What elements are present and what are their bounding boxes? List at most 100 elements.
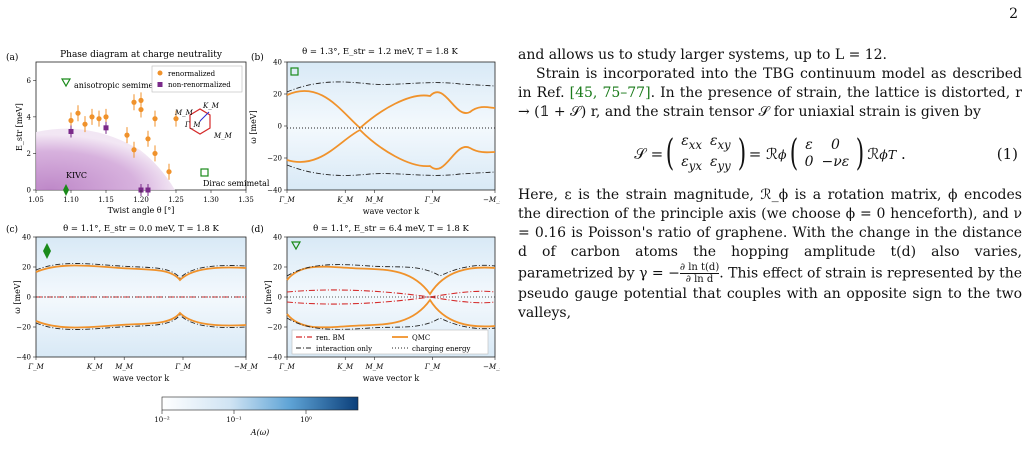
- point-nonrenormalized: [145, 187, 151, 193]
- point-renormalized: [152, 150, 158, 157]
- eq-matrix-strain: (εxx εxy εyx εyy): [666, 133, 746, 174]
- paragraph-3a: Here, ε is the strain magnitude, ℛ_ϕ is …: [518, 187, 1022, 282]
- tick-label: 1.35: [238, 196, 254, 204]
- tick-label: −40: [267, 187, 282, 195]
- body-text: and allows us to study larger systems, u…: [518, 46, 1022, 323]
- point-renormalized: [124, 132, 130, 138]
- tick-label: −20: [267, 324, 282, 332]
- panel-c-interaction-lower: [35, 314, 247, 330]
- panel-c-label: (c): [6, 224, 18, 235]
- gamma-fraction: ∂ ln t(d) ∂ ln d: [679, 262, 720, 285]
- citation-link[interactable]: [45, 75–77]: [569, 85, 651, 101]
- point-renormalized: [173, 116, 179, 122]
- tick-label: −40: [267, 354, 282, 362]
- panel-c-upper-band: [35, 264, 247, 282]
- tick-label: Γ_M: [278, 196, 295, 204]
- panel-d-label: (d): [251, 224, 264, 235]
- point-renormalized: [103, 114, 109, 120]
- legend-renbm: ren. BM: [316, 334, 345, 342]
- dirac-marker: [200, 168, 209, 177]
- gamma-frac-num: ∂ ln t(d): [679, 262, 720, 274]
- tick-label: 0: [278, 123, 282, 131]
- legend-marker-renormalized: [157, 70, 163, 76]
- point-renormalized: [75, 110, 81, 116]
- panel-b-frame: [286, 61, 496, 191]
- eq-matrix-diag: (ε 0 0 −νε): [789, 133, 865, 174]
- point-renormalized: [96, 116, 102, 122]
- region-label-dirac: Dirac semimetal: [203, 179, 270, 188]
- bz-label-km: K_M: [202, 102, 220, 110]
- figure: (a) Phase diagram at charge neutrality K…: [0, 0, 500, 464]
- legend-d: ren. BM QMC interaction only charging en…: [291, 329, 489, 355]
- tick-label: K_M: [86, 363, 104, 371]
- legend-qmc: QMC: [412, 334, 430, 342]
- legend-nonrenormalized: non-renormalized: [168, 81, 231, 89]
- legend-renormalized: renormalized: [168, 70, 216, 78]
- panel-c-lower-band: [35, 311, 247, 329]
- point-renormalized: [152, 116, 158, 122]
- tick-label: −40: [16, 354, 31, 362]
- tick-label: 40: [273, 234, 282, 242]
- bz-label-mm1: M_M: [174, 109, 194, 117]
- panel-d-upper-band: [286, 265, 496, 296]
- tick-label: 1.10: [63, 196, 79, 204]
- legend-interaction: interaction only: [316, 345, 372, 353]
- point-renormalized: [82, 121, 88, 127]
- panel-c-ticks: Γ_M K_M M_M Γ_M −M_M 40 20 0 −20 −40: [16, 234, 258, 372]
- tick-label: 1.15: [98, 196, 114, 204]
- panel-b-interaction-upper: [286, 81, 496, 93]
- panel-b-xlabel: wave vector k: [363, 207, 420, 216]
- panel-d-ylabel: ω [meV]: [264, 280, 273, 313]
- tick-label: −M_M: [483, 196, 500, 204]
- eq-mid: = ℛ: [748, 144, 779, 163]
- bz-label-gamma: Γ_M: [184, 121, 201, 129]
- tick-label: 0: [27, 294, 31, 302]
- tick-label: −M_M: [234, 363, 259, 371]
- point-renormalized: [68, 117, 74, 124]
- panel-d-interaction-lower: [286, 317, 496, 330]
- point-renormalized: [131, 147, 137, 153]
- tick-label: Γ_M: [27, 363, 44, 371]
- colorbar-tick-1: 10⁻¹: [226, 416, 242, 424]
- kivc-region: [36, 128, 175, 190]
- paragraph-2b: . In the presence of strain, the lattice…: [518, 85, 1022, 120]
- tick-label: 20: [22, 264, 31, 272]
- anisotropic-marker: [60, 78, 72, 88]
- point-nonrenormalized: [103, 125, 109, 131]
- region-label-kivc: KIVC: [66, 171, 87, 180]
- panel-a-label: (a): [6, 52, 18, 63]
- panel-d: (d) θ = 1.1°, E_str = 6.4 meV, T = 1.8 K…: [251, 224, 500, 383]
- panel-b: (b) θ = 1.3°, E_str = 1.2 meV, T = 1.8 K…: [249, 47, 500, 216]
- tick-label: 2: [27, 150, 31, 158]
- panel-b-ticks: Γ_M K_M M_M Γ_M −M_M 40 20 0 −20 −40: [267, 59, 500, 205]
- tick-label: 0: [278, 294, 282, 302]
- tick-label: K_M: [336, 363, 354, 371]
- paragraph-3: Here, ε is the strain magnitude, ℛ_ϕ is …: [518, 186, 1022, 323]
- bz-label-mm2: M_M: [213, 132, 233, 140]
- figure-svg: (a) Phase diagram at charge neutrality K…: [6, 47, 500, 437]
- tick-label: 6: [27, 77, 32, 85]
- colorbar-gradient: [161, 396, 359, 411]
- panel-c-ylabel: ω [meV]: [13, 280, 22, 313]
- panel-d-renbm-upper: [286, 289, 496, 298]
- colorbar-tick-2: 10⁰: [300, 416, 312, 424]
- eq-lhs: 𝒮 =: [634, 144, 664, 163]
- tick-label: 4: [27, 113, 32, 121]
- panel-b-lower-band: [286, 128, 496, 170]
- paragraph-2a: Strain is incorporated into the TBG cont…: [518, 66, 1022, 101]
- point-renormalized: [89, 114, 95, 120]
- panel-c: (c) θ = 1.1°, E_str = 0.0 meV, T = 1.8 K…: [6, 224, 259, 383]
- panel-c-title: θ = 1.1°, E_str = 0.0 meV, T = 1.8 K: [63, 224, 219, 234]
- tick-label: 40: [273, 59, 282, 67]
- tick-label: Γ_M: [424, 196, 441, 204]
- panel-d-marker: [290, 241, 302, 251]
- paragraph-1: and allows us to study larger systems, u…: [518, 47, 888, 63]
- panel-d-title: θ = 1.1°, E_str = 6.4 meV, T = 1.8 K: [313, 224, 469, 234]
- tick-label: M_M: [364, 363, 384, 371]
- point-renormalized: [166, 169, 172, 175]
- panel-d-interaction-upper: [286, 264, 496, 277]
- tick-label: 20: [273, 91, 282, 99]
- gamma-frac-den: ∂ ln d: [685, 274, 714, 285]
- panel-c-interaction-upper: [35, 263, 247, 279]
